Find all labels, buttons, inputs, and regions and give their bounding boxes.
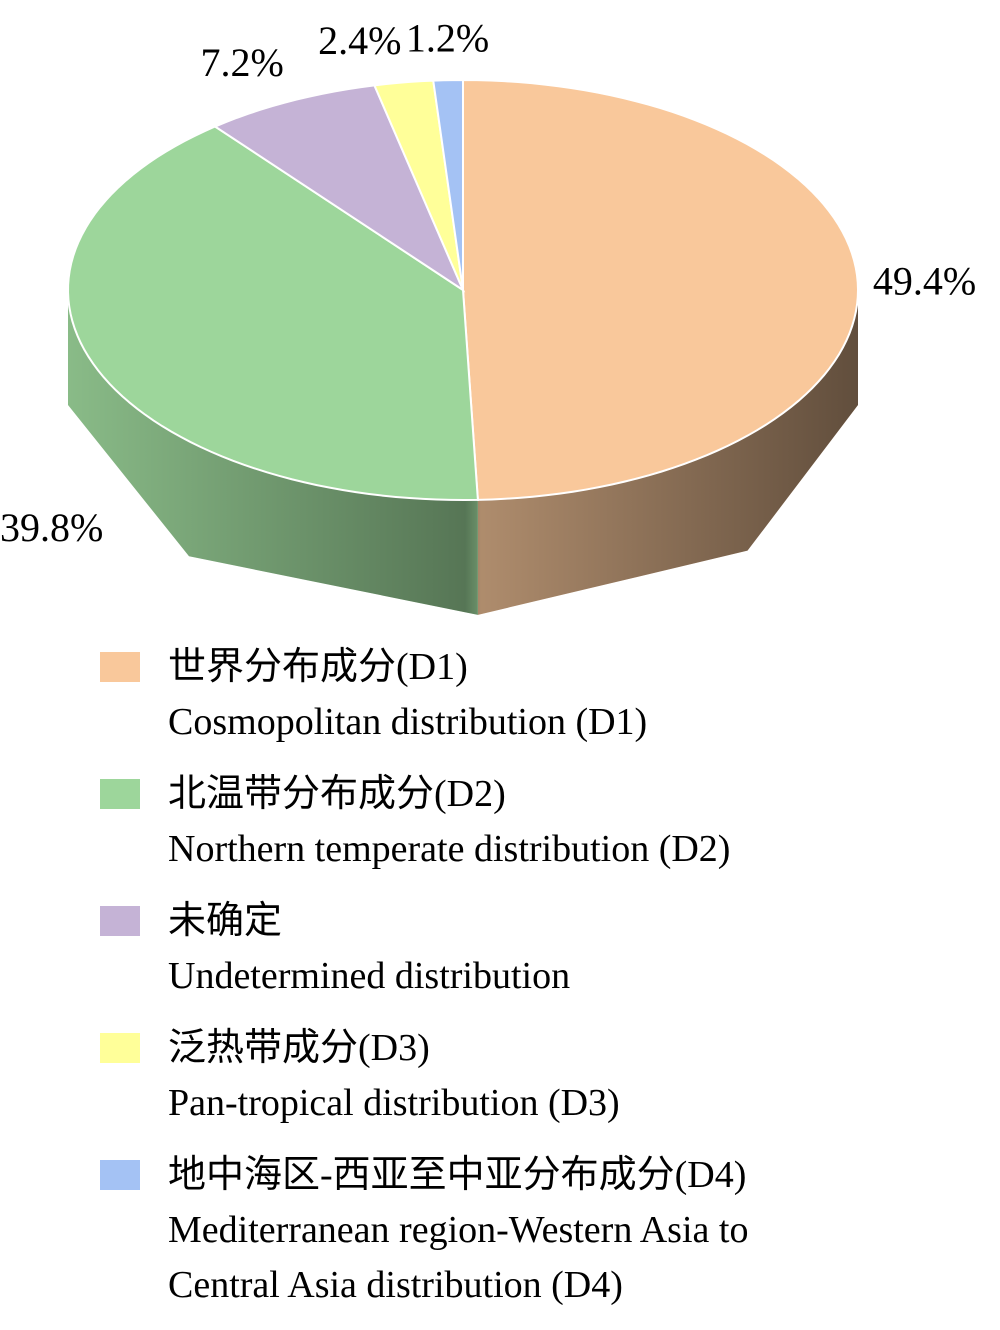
legend-item: 世界分布成分(D1) Cosmopolitan distribution (D1) (100, 640, 830, 750)
legend-label-en: Cosmopolitan distribution (D1) (168, 701, 648, 743)
legend-swatch (100, 779, 140, 809)
data-label: 7.2% (200, 40, 283, 85)
data-label: 1.2% (406, 15, 489, 60)
legend-text: 未确定 Undetermined distribution (168, 894, 570, 1004)
legend-label: 世界分布成分(D1) (168, 646, 468, 688)
legend-text: 世界分布成分(D1) Cosmopolitan distribution (D1) (168, 640, 647, 750)
pie-side-shade (477, 290, 858, 615)
chart: 49.4% 39.8% 7.2% 2.4% 1.2% (0, 15, 976, 615)
legend-label-en: Pan-tropical distribution (D3) (168, 1082, 620, 1124)
legend-label-en: Undetermined distribution (168, 955, 571, 997)
legend-label: 北温带分布成分(D2) (168, 773, 506, 815)
pie-slice (432, 78, 464, 291)
legend-swatch (100, 1160, 140, 1190)
legend-item: 泛热带成分(D3) Pan-tropical distribution (D3) (100, 1021, 830, 1131)
pie-slice (462, 78, 860, 501)
legend-text: 泛热带成分(D3) Pan-tropical distribution (D3) (168, 1021, 620, 1131)
data-label: 2.4% (318, 18, 401, 63)
legend: 世界分布成分(D1) Cosmopolitan distribution (D1)… (100, 640, 830, 1330)
legend-label: 地中海区-西亚至中亚分布成分(D4) (168, 1154, 747, 1196)
legend-item: 未确定 Undetermined distribution (100, 894, 830, 1004)
legend-label: 未确定 (168, 900, 283, 942)
legend-swatch (100, 906, 140, 936)
legend-label-en: Mediterranean region-Western Asia to Cen… (168, 1209, 749, 1306)
legend-label: 泛热带成分(D3) (168, 1027, 430, 1069)
legend-swatch (100, 1033, 140, 1063)
legend-item: 地中海区-西亚至中亚分布成分(D4) Mediterranean region-W… (100, 1148, 830, 1313)
data-label: 39.8% (0, 505, 103, 550)
data-label: 49.4% (873, 258, 976, 303)
pie-slice (372, 79, 464, 291)
pie-slice (67, 125, 479, 502)
legend-text: 北温带分布成分(D2) Northern temperate distributi… (168, 767, 730, 877)
pie-slice (212, 84, 466, 293)
legend-item: 北温带分布成分(D2) Northern temperate distributi… (100, 767, 830, 877)
legend-label-en: Northern temperate distribution (D2) (168, 828, 731, 870)
legend-swatch (100, 652, 140, 682)
legend-text: 地中海区-西亚至中亚分布成分(D4) Mediterranean region-W… (168, 1148, 830, 1313)
pie-side-shade (68, 290, 478, 615)
